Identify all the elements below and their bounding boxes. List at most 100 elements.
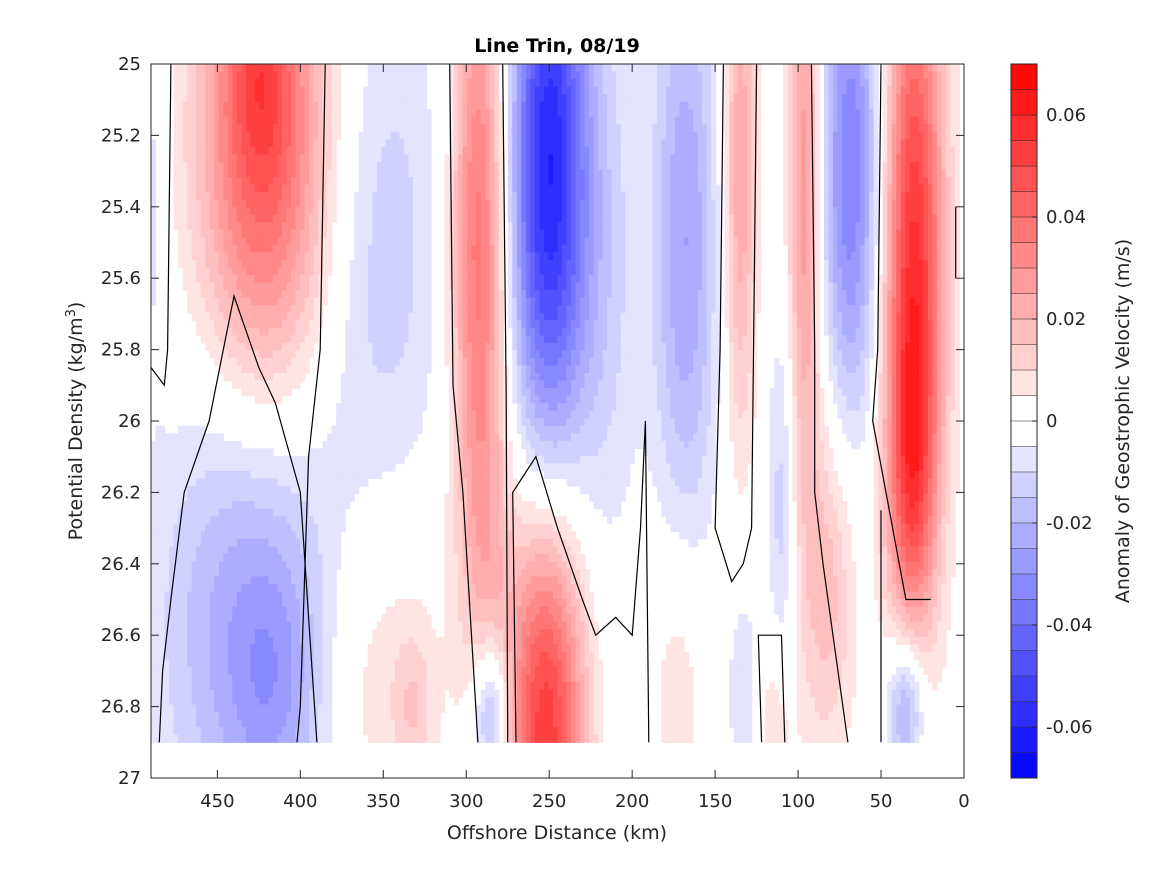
heatmap-cell [909, 161, 915, 171]
heatmap-cell [358, 199, 364, 208]
heatmap-cell [232, 259, 238, 269]
heatmap-cell [842, 207, 848, 216]
heatmap-cell [241, 86, 247, 95]
heatmap-cell [191, 86, 197, 95]
heatmap-cell [900, 229, 906, 238]
heatmap-cell [268, 116, 274, 125]
heatmap-cell [516, 79, 522, 88]
heatmap-cell [584, 86, 590, 95]
heatmap-cell [729, 237, 735, 246]
heatmap-cell [548, 297, 554, 306]
heatmap-cell [950, 131, 956, 140]
heatmap-cell [236, 116, 242, 125]
heatmap-cell [643, 101, 649, 110]
heatmap-cell [697, 290, 703, 299]
heatmap-cell [652, 161, 658, 171]
heatmap-cell [891, 146, 897, 156]
heatmap-cell [783, 222, 789, 231]
heatmap-cell [941, 214, 947, 223]
heatmap-cell [417, 192, 423, 201]
heatmap-cell [846, 237, 852, 246]
heatmap-cell [643, 275, 649, 284]
heatmap-cell [873, 101, 879, 110]
heatmap-cell [408, 199, 414, 208]
heatmap-cell [467, 116, 473, 125]
heatmap-cell [941, 79, 947, 88]
heatmap-cell [494, 184, 500, 193]
heatmap-cell [403, 161, 410, 171]
heatmap-cell [620, 184, 626, 193]
heatmap-cell [399, 259, 405, 269]
heatmap-cell [494, 71, 500, 80]
heatmap-cell [598, 109, 604, 118]
heatmap-cell [647, 214, 653, 223]
heatmap-cell [905, 275, 911, 284]
heatmap-cell [277, 101, 283, 110]
heatmap-cell [300, 161, 306, 171]
heatmap-cell [476, 282, 482, 291]
heatmap-cell [291, 237, 297, 246]
heatmap-cell [575, 139, 581, 148]
heatmap-cell [620, 177, 626, 186]
heatmap-cell [205, 214, 211, 223]
heatmap-cell [214, 146, 220, 156]
heatmap-cell [489, 297, 495, 306]
heatmap-cell [941, 199, 947, 208]
heatmap-cell [796, 290, 802, 299]
heatmap-cell [403, 177, 410, 186]
heatmap-cell [214, 229, 220, 238]
heatmap-cell [539, 64, 545, 73]
heatmap-cell [557, 86, 563, 95]
heatmap-cell [724, 131, 730, 140]
heatmap-cell [178, 214, 184, 223]
heatmap-cell [729, 214, 735, 223]
heatmap-cell [801, 259, 807, 269]
heatmap-cell [516, 282, 522, 291]
heatmap-cell [422, 244, 428, 254]
heatmap-cell [263, 237, 270, 246]
heatmap-cell [842, 154, 848, 163]
heatmap-cell [196, 146, 202, 156]
heatmap-cell [896, 169, 902, 178]
heatmap-cell [376, 184, 382, 193]
heatmap-cell [724, 237, 730, 246]
heatmap-cell [882, 116, 888, 125]
heatmap-cell [245, 71, 251, 80]
heatmap-cell [589, 79, 595, 88]
heatmap-cell [516, 192, 522, 201]
heatmap-cell [814, 131, 821, 140]
heatmap-cell [205, 229, 211, 238]
heatmap-cell [534, 109, 541, 118]
heatmap-cell [390, 192, 396, 201]
heatmap-cell [363, 161, 369, 171]
heatmap-cell [232, 64, 238, 73]
heatmap-cell [521, 282, 527, 291]
heatmap-cell [236, 290, 242, 299]
heatmap-cell [887, 229, 893, 238]
heatmap-cell [209, 214, 215, 223]
heatmap-cell [733, 297, 739, 306]
heatmap-cell [706, 86, 712, 95]
heatmap-cell [471, 244, 477, 254]
heatmap-cell [300, 124, 306, 133]
heatmap-cell [250, 199, 256, 208]
heatmap-cell [376, 94, 382, 103]
heatmap-cell [616, 297, 622, 306]
heatmap-cell [349, 275, 355, 284]
heatmap-cell [900, 169, 906, 178]
heatmap-cell [507, 124, 513, 133]
heatmap-cell [232, 86, 238, 95]
heatmap-cell [733, 267, 739, 276]
heatmap-cell [412, 184, 419, 193]
heatmap-cell [286, 192, 292, 201]
heatmap-cell [552, 146, 559, 156]
heatmap-cell [670, 79, 676, 88]
heatmap-cell [232, 229, 238, 238]
heatmap-cell [652, 154, 658, 163]
heatmap-cell [891, 275, 897, 284]
heatmap-cell [593, 139, 599, 148]
heatmap-cell [896, 290, 902, 299]
heatmap-cell [796, 222, 802, 231]
heatmap-cell [534, 207, 541, 216]
heatmap-cell [214, 222, 220, 231]
